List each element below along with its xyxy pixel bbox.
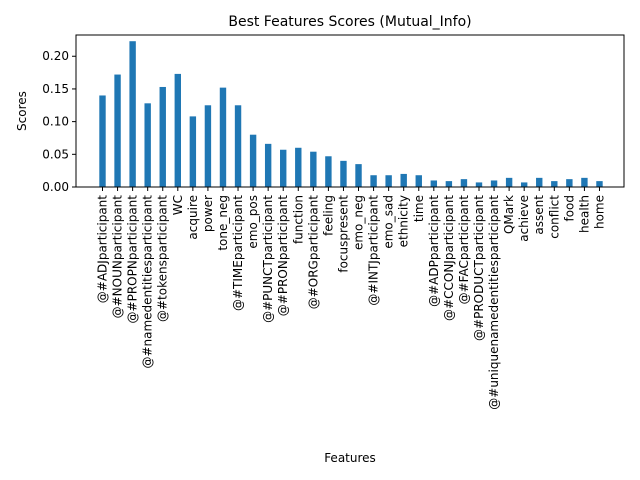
bar — [189, 116, 197, 187]
x-tick-label: @#CCONJparticipant — [442, 195, 456, 321]
bars-group — [99, 41, 603, 188]
y-tick-label: 0.00 — [42, 180, 69, 194]
x-tick-label: WC — [171, 195, 185, 215]
x-tick-label: @#FACparticipant — [457, 195, 471, 305]
bar — [581, 177, 588, 187]
bar — [174, 73, 181, 187]
x-tick-label: emo_pos — [246, 195, 260, 249]
bar — [159, 86, 166, 187]
bar — [340, 160, 347, 187]
chart-title: Best Features Scores (Mutual_Info) — [228, 14, 471, 30]
bar — [596, 181, 603, 187]
bar — [490, 180, 498, 187]
bar — [99, 95, 106, 187]
bar — [475, 182, 483, 187]
x-tick-label: QMark — [502, 195, 516, 234]
bar — [249, 134, 257, 187]
x-tick-label: @#ORGparticipant — [306, 195, 320, 310]
bar — [280, 149, 287, 187]
y-tick-label: 0.20 — [42, 49, 69, 63]
bar — [129, 41, 136, 188]
x-tick-label: @#ADJparticipant — [96, 195, 110, 303]
x-tick-label: @#uniquenamedentitiesparticipant — [487, 195, 501, 410]
bar — [415, 175, 422, 187]
plot-frame — [75, 34, 625, 188]
x-tick-label: @#namedentitiesparticipant — [141, 195, 155, 369]
x-tick-label: ethnicity — [397, 195, 411, 247]
x-axis-label: Features — [324, 451, 376, 465]
x-tick-label: @#TIMEparticipant — [231, 195, 245, 311]
bar — [219, 87, 227, 187]
x-tick-label: @#PROPNparticipant — [126, 195, 140, 324]
x-tick-label: emo_neg — [352, 195, 366, 250]
x-tick-label: @#PRODUCTparticipant — [472, 195, 486, 341]
x-tick-label: tone_neg — [216, 195, 230, 251]
y-tick-label: 0.10 — [42, 115, 69, 129]
x-tick-label: time — [412, 195, 426, 222]
x-tick-label: acquire — [186, 195, 200, 240]
bar — [264, 143, 272, 187]
bar — [566, 179, 573, 187]
bar — [551, 181, 558, 187]
bar — [295, 147, 302, 187]
x-tick-label: health — [577, 195, 591, 233]
x-tick-label: conflict — [547, 195, 561, 239]
x-tick-label: assent — [532, 195, 546, 235]
x-tick-label: home — [592, 195, 606, 229]
bar — [400, 173, 407, 187]
x-tick-label: achieve — [517, 195, 531, 242]
bar — [325, 156, 332, 187]
x-tick-label: power — [201, 195, 215, 232]
bar — [460, 179, 468, 187]
x-tick-label: feeling — [321, 195, 335, 236]
bar — [445, 181, 453, 187]
x-tick-label: @#PRONparticipant — [276, 195, 290, 317]
bar — [310, 151, 317, 187]
bar — [536, 177, 543, 187]
x-tick-label: @#ADPparticipant — [427, 195, 441, 307]
y-tick-label: 0.15 — [42, 82, 69, 96]
x-tick-label: @#INTJparticipant — [367, 195, 381, 306]
bar — [505, 177, 513, 187]
x-tick-label: food — [562, 195, 576, 222]
y-axis-label: Scores — [15, 91, 29, 131]
bar — [370, 175, 377, 187]
bar — [204, 105, 212, 187]
x-tick-label: @#NOUNparticipant — [111, 195, 125, 319]
x-tick-label: @#tokensparticipant — [156, 195, 170, 322]
x-tick-label: function — [291, 195, 305, 244]
bar — [144, 103, 151, 187]
x-axis-ticks: @#ADJparticipant @#NOUNparticipant @#PROPN… — [96, 187, 606, 410]
x-tick-label: @#PUNCTparticipant — [261, 195, 275, 323]
y-axis-ticks: 0.00 0.05 0.10 0.15 0.20 — [42, 49, 76, 194]
bar — [355, 164, 362, 187]
bar — [114, 74, 121, 187]
bar — [520, 182, 528, 187]
x-tick-label: emo_sad — [382, 195, 396, 249]
y-tick-label: 0.05 — [42, 147, 69, 161]
x-tick-label: focuspresent — [336, 195, 350, 273]
bar — [234, 105, 242, 187]
bar — [430, 180, 438, 187]
bar — [385, 175, 392, 187]
